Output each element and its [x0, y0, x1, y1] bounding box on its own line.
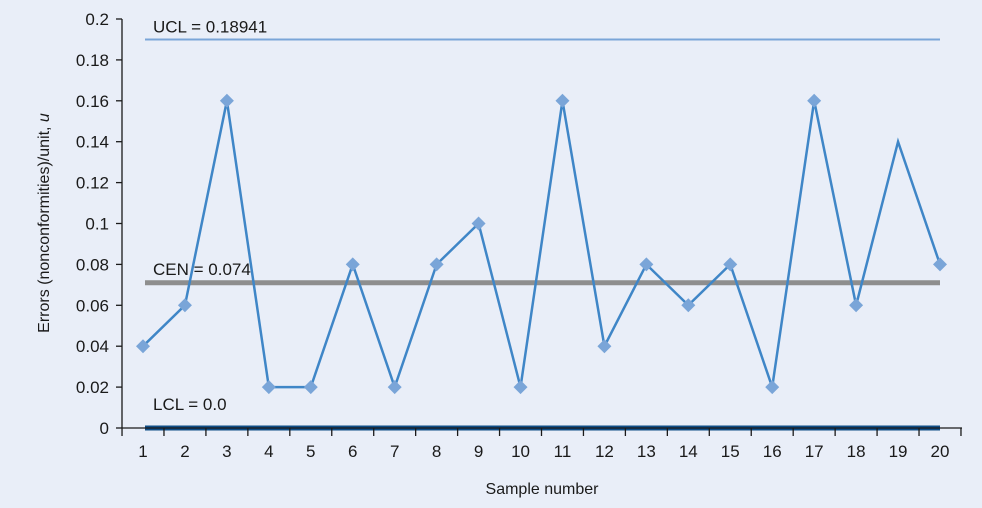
series-line [142, 100, 942, 391]
x-tick-label: 16 [763, 442, 782, 461]
lcl-label: LCL = 0.0 [153, 395, 227, 414]
data-point-marker [639, 257, 654, 272]
ucl-label: UCL = 0.18941 [153, 17, 267, 36]
y-tick-label: 0.02 [76, 378, 109, 397]
y-tick-label: 0.12 [76, 174, 109, 193]
data-point-marker [681, 298, 696, 313]
x-tick-label: 2 [180, 442, 189, 461]
y-tick-label: 0 [100, 419, 109, 438]
x-tick-label: 19 [889, 442, 908, 461]
data-point-marker [471, 216, 486, 231]
x-tick-label: 13 [637, 442, 656, 461]
x-tick-label: 11 [554, 442, 572, 461]
data-point-marker [765, 380, 780, 395]
x-ticks: 1 2 3 4 5 6 7 8 9 10 11 12 13 14 15 16 17 18 19 20 [121, 428, 962, 461]
data-point-marker [513, 380, 528, 395]
y-axis-title: Errors (nonconformities)/unit, u [36, 113, 53, 333]
data-point-marker [807, 93, 822, 108]
y-tick-label: 0.14 [76, 133, 109, 152]
x-tick-label: 9 [474, 442, 483, 461]
data-point-marker [597, 339, 612, 354]
axes [121, 19, 962, 429]
x-tick-label: 1 [138, 442, 147, 461]
x-tick-label: 3 [222, 442, 231, 461]
x-tick-label: 8 [432, 442, 441, 461]
y-ticks: 0 0.02 0.04 0.06 0.08 0.1 0.12 0.14 0.16 0.18 0.2 [76, 10, 122, 438]
x-tick-label: 10 [511, 442, 530, 461]
data-point-marker [219, 93, 234, 108]
x-tick-label: 20 [931, 442, 950, 461]
data-point-marker [387, 380, 402, 395]
data-point-marker [136, 339, 150, 354]
data-point-marker [261, 380, 276, 395]
x-tick-label: 14 [679, 442, 698, 461]
data-point-marker [177, 298, 192, 313]
data-point-marker [429, 257, 444, 272]
y-axis-title-symbol: u [36, 113, 53, 122]
y-tick-label: 0.18 [76, 51, 109, 70]
y-tick-label: 0.08 [76, 255, 109, 274]
y-tick-label: 0.16 [76, 92, 109, 111]
x-tick-label: 5 [306, 442, 315, 461]
y-tick-label: 0.1 [85, 215, 109, 234]
data-point-marker [345, 257, 360, 272]
y-tick-label: 0.04 [76, 337, 109, 356]
y-tick-label: 0.06 [76, 296, 109, 315]
data-point-marker [849, 298, 864, 313]
x-tick-label: 18 [847, 442, 866, 461]
x-axis-title: Sample number [486, 481, 600, 498]
y-axis-title-text: Errors (nonconformities)/unit, [36, 122, 53, 333]
x-tick-label: 12 [595, 442, 614, 461]
x-tick-label: 6 [348, 442, 357, 461]
x-tick-label: 15 [721, 442, 740, 461]
x-tick-label: 7 [390, 442, 399, 461]
data-point-marker [723, 257, 738, 272]
data-point-marker [303, 380, 318, 395]
series-u [136, 93, 947, 395]
x-tick-label: 17 [805, 442, 824, 461]
cen-label: CEN = 0.074 [153, 260, 251, 279]
y-tick-label: 0.2 [85, 10, 109, 29]
data-point-marker [933, 257, 947, 272]
x-tick-label: 4 [264, 442, 273, 461]
reference-labels: UCL = 0.18941 CEN = 0.074 LCL = 0.0 [153, 17, 267, 414]
data-point-marker [555, 93, 570, 108]
